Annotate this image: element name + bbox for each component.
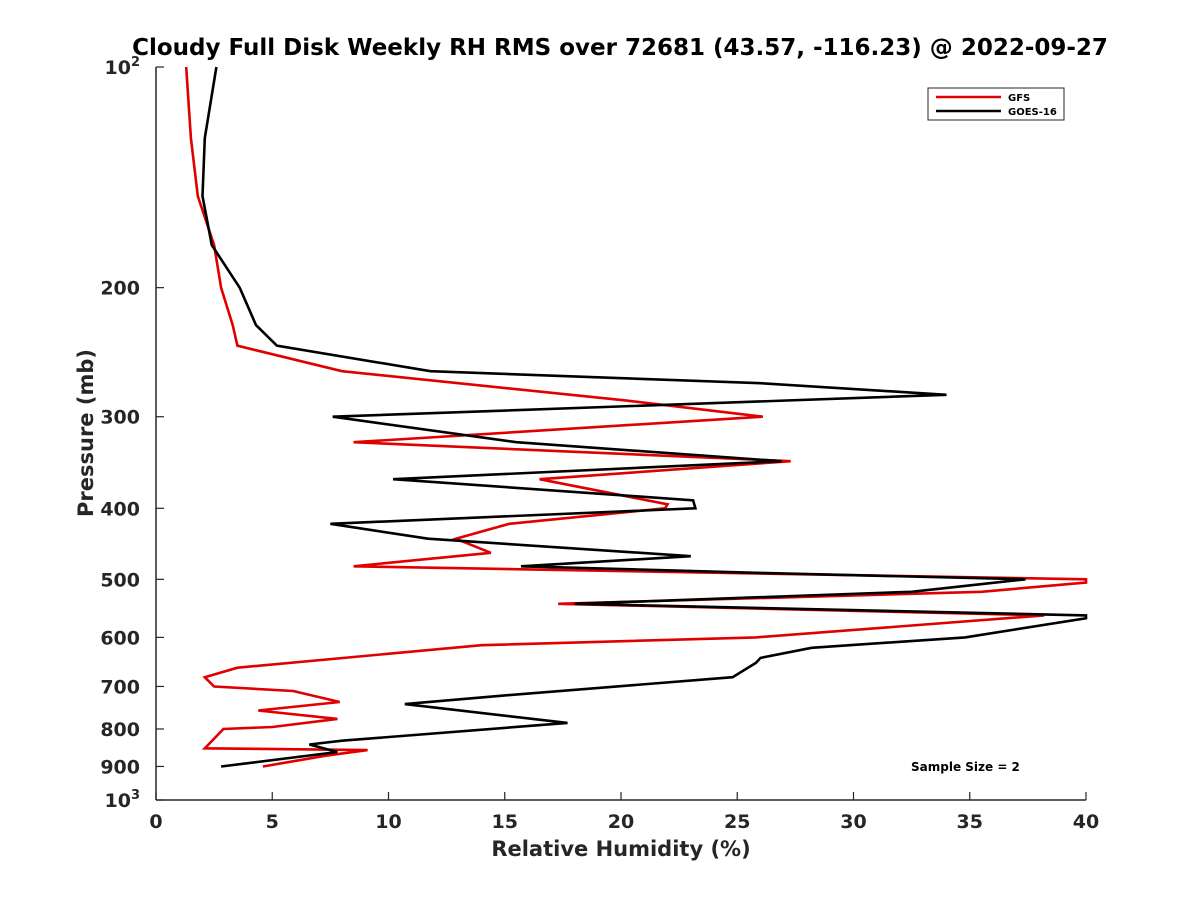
series-layer	[184, 66, 1088, 768]
sample-size-annotation: Sample Size = 2	[911, 760, 1020, 774]
x-tick-label: 5	[266, 811, 279, 833]
x-tick-label: 10	[375, 811, 401, 833]
y-tick-label: 500	[100, 569, 140, 591]
legend: GFS GOES-16	[927, 87, 1065, 121]
y-tick-label: 900	[100, 756, 140, 778]
x-tick-label: 15	[492, 811, 518, 833]
y-tick-label: 600	[100, 627, 140, 649]
x-tick-label: 35	[957, 811, 983, 833]
y-tick-label: 300	[100, 407, 140, 429]
x-tick-label: 30	[840, 811, 866, 833]
x-tick-label: 0	[149, 811, 162, 833]
legend-box	[927, 87, 1065, 121]
plot-area	[156, 67, 1086, 800]
y-tick-label: 200	[100, 278, 140, 300]
y-tick-label: 400	[100, 498, 140, 520]
y-tick-label: 102	[105, 55, 141, 79]
y-axis-label: Pressure (mb)	[74, 349, 98, 517]
y-tick-label: 800	[100, 719, 140, 741]
series-line-goes-16	[201, 66, 1088, 768]
x-tick-label: 25	[724, 811, 750, 833]
chart-title: Cloudy Full Disk Weekly RH RMS over 7268…	[132, 35, 1108, 61]
y-axis-ticks: 102 200 300 400 500 600 700 800 900 103	[100, 55, 164, 812]
x-tick-label: 20	[608, 811, 634, 833]
series-line-gfs	[184, 66, 1088, 768]
y-tick-label: 103	[105, 788, 141, 812]
x-axis-ticks: 0 5 10 15 20 25 30 35 40	[149, 792, 1099, 833]
x-axis-label: Relative Humidity (%)	[491, 837, 750, 861]
legend-label: GFS	[1008, 93, 1030, 104]
y-tick-label: 700	[100, 676, 140, 698]
legend-label: GOES-16	[1008, 107, 1057, 118]
x-tick-label: 40	[1073, 811, 1099, 833]
